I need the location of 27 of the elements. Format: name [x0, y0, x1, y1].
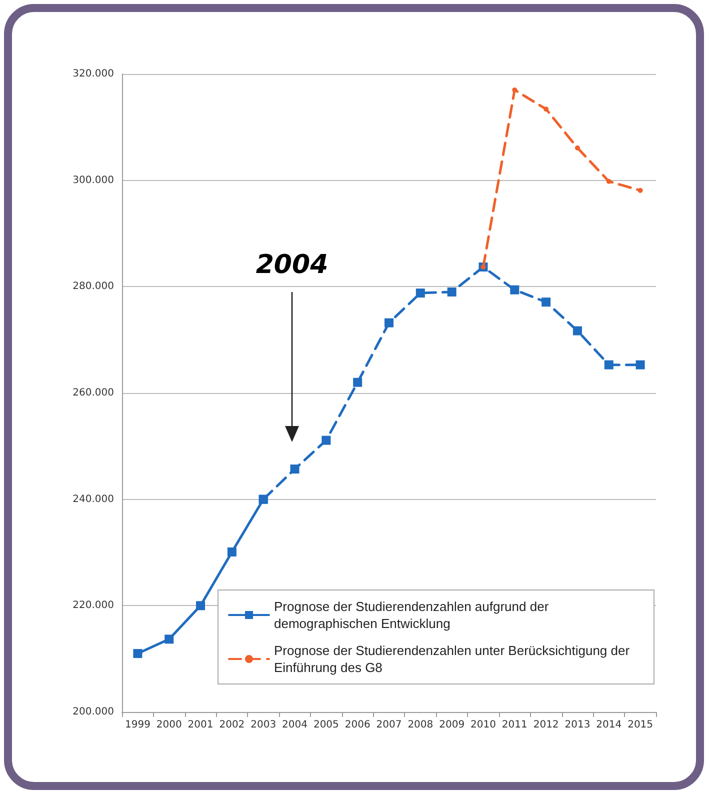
x-tick-label: 2013 — [564, 720, 590, 730]
x-tick-label: 2015 — [628, 720, 654, 730]
x-tick-label: 2011 — [502, 720, 528, 730]
annotation: 2004 — [254, 250, 330, 280]
y-tick-label: 300.000 — [72, 174, 114, 186]
x-tick-label: 2000 — [156, 720, 182, 730]
x-tick-label: 2006 — [344, 720, 370, 730]
x-tick-label: 2014 — [596, 720, 622, 730]
x-tick-label: 2005 — [313, 720, 339, 730]
y-tick-label: 320.000 — [72, 68, 114, 80]
legend-label: Prognose der Studierendenzahlen aufgrund der demographischen Entwicklung — [274, 599, 552, 631]
x-tick-label: 2004 — [282, 720, 308, 730]
x-tick-label: 2012 — [533, 720, 559, 730]
x-tick-label: 2009 — [439, 720, 465, 730]
x-tick-label: 2003 — [250, 720, 276, 730]
y-tick-label: 220.000 — [72, 600, 114, 612]
y-tick-label: 200.000 — [72, 706, 114, 718]
y-tick-label: 260.000 — [72, 388, 114, 398]
x-tick-label: 2010 — [470, 720, 496, 730]
x-tick-label: 2008 — [408, 720, 434, 730]
legend-label: Prognose der Studierendenzahlen unter Berücksichtigung der Einführung des G8 — [274, 643, 634, 675]
x-tick-label: 2001 — [188, 720, 214, 730]
y-tick-label: 240.000 — [72, 494, 114, 505]
x-tick-label: 2007 — [376, 720, 402, 730]
y-tick-label: 280.000 — [72, 281, 114, 292]
x-tick-label: 1999 — [124, 720, 150, 730]
x-tick-label: 2002 — [219, 720, 245, 730]
